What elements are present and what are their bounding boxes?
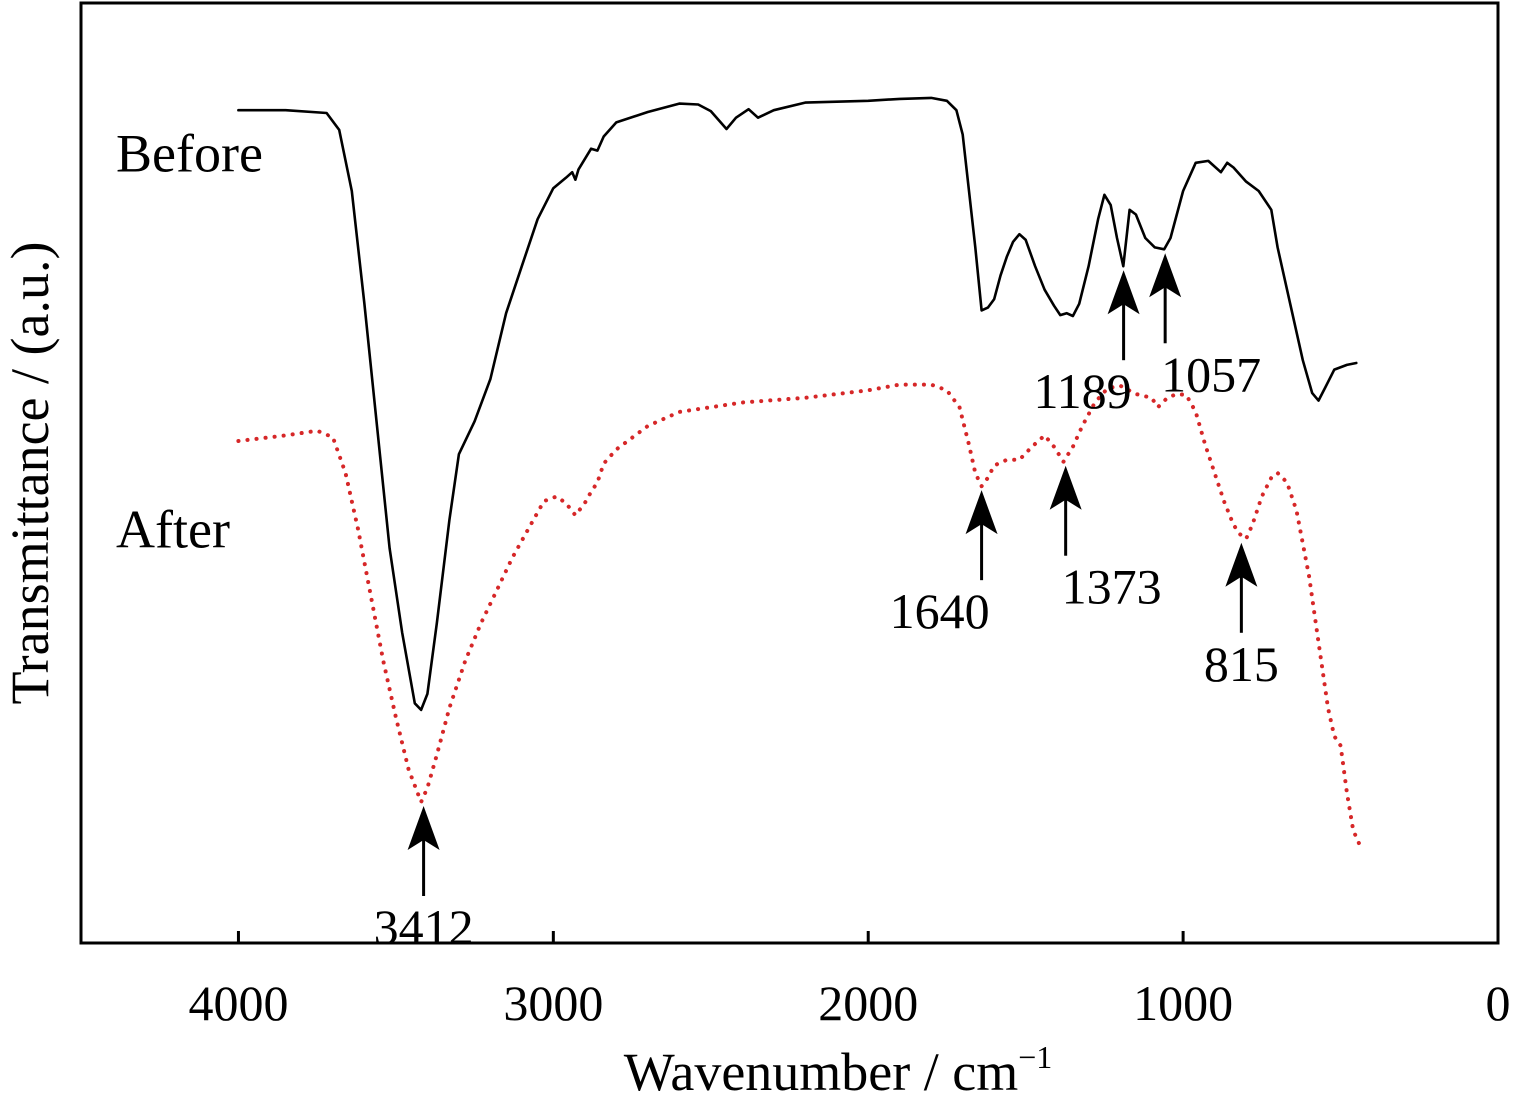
x-axis-title: Wavenumber / cm−1 bbox=[624, 1039, 1053, 1101]
annotation-arrow-head bbox=[1149, 253, 1182, 298]
x-tick-label: 4000 bbox=[188, 975, 288, 1031]
peak-annotation-815: 815 bbox=[1204, 542, 1279, 692]
x-tick-label: 2000 bbox=[818, 975, 918, 1031]
annotation-label: 1640 bbox=[890, 583, 990, 639]
series-layer bbox=[236, 96, 1362, 847]
peak-annotation-1189: 1189 bbox=[1033, 270, 1140, 419]
series-line-before bbox=[237, 96, 1358, 712]
annotation-arrow-head bbox=[407, 806, 440, 850]
x-axis-title-main: Wavenumber / cm bbox=[624, 1042, 1019, 1101]
annotation-label: 1373 bbox=[1062, 559, 1162, 615]
x-axis-title-superscript: −1 bbox=[1018, 1039, 1052, 1075]
x-tick-label: 1000 bbox=[1133, 975, 1233, 1031]
annotation-label: 1057 bbox=[1161, 346, 1261, 402]
peak-annotation-1373: 1373 bbox=[1049, 465, 1162, 615]
annotation-label: 1189 bbox=[1033, 363, 1131, 419]
annotation-arrow-head bbox=[1049, 465, 1082, 510]
plot-frame bbox=[79, 1, 1500, 945]
peak-annotation-3412: 3412 bbox=[374, 806, 474, 955]
x-tick-label: 0 bbox=[1486, 975, 1511, 1031]
annotation-arrow-head bbox=[1107, 270, 1140, 315]
x-axis-ticks: 4000 3000 2000 1000 0 bbox=[188, 931, 1511, 1031]
peak-annotation-1640: 1640 bbox=[890, 490, 998, 639]
x-tick-label: 3000 bbox=[503, 975, 603, 1031]
annotation-arrow-head bbox=[965, 490, 998, 535]
annotation-label: 815 bbox=[1204, 636, 1279, 692]
y-axis-title: Transmittance / (a.u.) bbox=[0, 242, 60, 705]
annotation-label: 3412 bbox=[374, 899, 474, 955]
series-line-after bbox=[236, 382, 1362, 847]
peak-annotation-1057: 1057 bbox=[1149, 253, 1261, 402]
series-label-after: After bbox=[116, 499, 230, 559]
annotation-arrow-head bbox=[1225, 542, 1258, 587]
series-label-before: Before bbox=[116, 123, 263, 183]
series-labels: Before After bbox=[116, 123, 263, 559]
annotation-layer: 1189 1057 3412 1640 1373 815 bbox=[374, 253, 1279, 955]
